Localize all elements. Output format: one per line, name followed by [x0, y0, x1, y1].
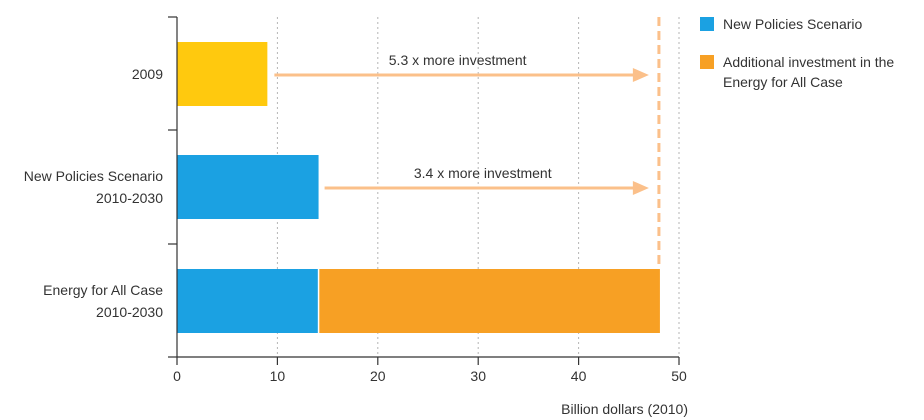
x-tick-label: 0: [173, 368, 181, 384]
legend-swatch: [700, 17, 714, 31]
x-tick-label: 40: [571, 368, 587, 384]
x-tick-label: 10: [270, 368, 286, 384]
x-tick-label: 20: [370, 368, 386, 384]
legend-swatch: [700, 55, 714, 69]
bar-new-policies-row-1: [177, 155, 319, 219]
bar-new-policies-row-2: [177, 269, 319, 333]
annotation-label: 5.3 x more investment: [389, 52, 527, 68]
legend-label: New Policies Scenario: [723, 16, 862, 32]
legend-label: Energy for All Case: [723, 74, 843, 90]
annotation-label: 3.4 x more investment: [414, 165, 552, 181]
x-tick-label: 50: [671, 368, 687, 384]
category-label: 2010-2030: [96, 304, 163, 320]
category-label: Energy for All Case: [43, 282, 163, 298]
axis-layer: 0 10 20 30 40 50 2009 New Policies Scenario 2010…: [24, 16, 687, 384]
annotations-layer: 5.3 x more investment 3.4 x more investme…: [274, 17, 661, 269]
bar-additional-investment-row-2: [318, 269, 660, 333]
category-label: 2009: [132, 66, 163, 82]
category-label: 2010-2030: [96, 190, 163, 206]
category-label: New Policies Scenario: [24, 168, 163, 184]
x-axis-title: Billion dollars (2010): [561, 401, 688, 417]
annotation-arrowhead: [632, 181, 649, 195]
annotation-arrowhead: [632, 68, 649, 82]
x-tick-label: 30: [470, 368, 486, 384]
bar-2009: [177, 42, 268, 106]
legend: New Policies Scenario Additional investme…: [700, 16, 894, 90]
bars-layer: [177, 42, 660, 333]
legend-label: Additional investment in the: [723, 54, 894, 70]
